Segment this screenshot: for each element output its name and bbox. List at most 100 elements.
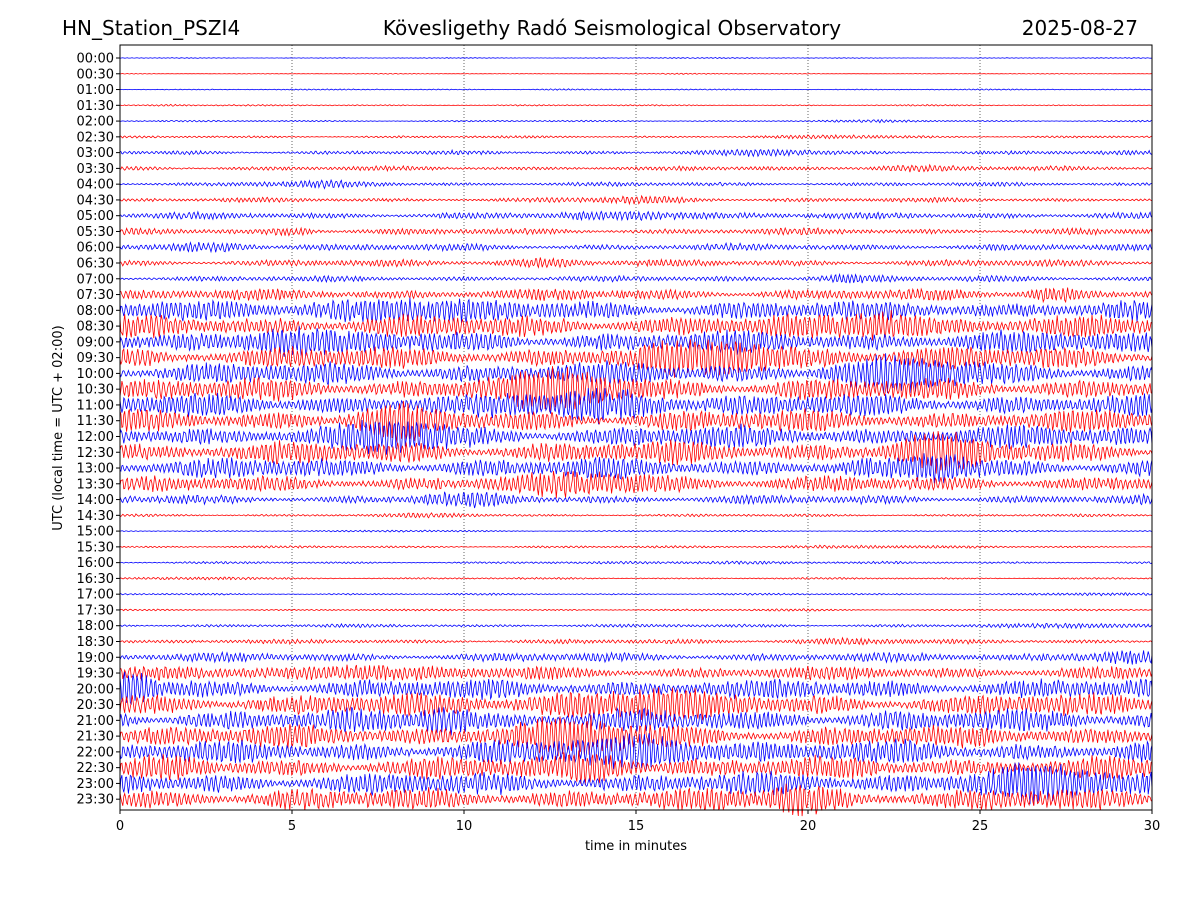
y-tick-label: 07:30 xyxy=(77,288,114,303)
trace-0230 xyxy=(119,133,1153,140)
y-tick-label: 04:30 xyxy=(77,193,114,208)
y-tick-label: 23:00 xyxy=(77,777,114,792)
y-tick-label: 21:30 xyxy=(77,730,114,745)
trace-1300 xyxy=(119,453,1153,484)
x-tick-label: 10 xyxy=(456,819,473,834)
y-tick-label: 13:30 xyxy=(77,477,114,492)
y-tick-label: 22:30 xyxy=(77,761,114,776)
trace-1900 xyxy=(119,650,1153,665)
y-tick-label: 12:30 xyxy=(77,446,114,461)
x-axis-label: time in minutes xyxy=(585,839,687,854)
trace-2000 xyxy=(119,671,1153,705)
y-tick-label: 08:30 xyxy=(77,320,114,335)
y-tick-label: 20:30 xyxy=(77,698,114,713)
y-tick-label: 05:30 xyxy=(77,225,114,240)
y-tick-label: 03:30 xyxy=(77,162,114,177)
y-tick-label: 04:00 xyxy=(77,178,114,193)
y-tick-label: 23:30 xyxy=(77,793,114,808)
trace-0530 xyxy=(119,226,1153,237)
trace-1730 xyxy=(119,608,1153,612)
trace-1100 xyxy=(119,388,1153,425)
trace-1230 xyxy=(119,430,1153,474)
y-tick-label: 16:30 xyxy=(77,572,114,587)
y-tick-label: 02:30 xyxy=(77,130,114,145)
y-tick-label: 03:00 xyxy=(77,146,114,161)
trace-0430 xyxy=(119,194,1153,206)
trace-2230 xyxy=(119,750,1153,785)
y-tick-label: 06:30 xyxy=(77,257,114,272)
y-tick-label: 18:30 xyxy=(77,635,114,650)
trace-0630 xyxy=(119,257,1153,269)
y-tick-label: 01:30 xyxy=(77,99,114,114)
trace-1200 xyxy=(119,419,1153,455)
y-tick-label: 20:00 xyxy=(77,682,114,697)
y-axis-label: UTC (local time = UTC + 02:00) xyxy=(51,325,66,530)
trace-0400 xyxy=(119,178,1153,190)
trace-0030 xyxy=(119,72,1153,75)
y-tick-label: 17:30 xyxy=(77,603,114,618)
y-tick-label: 16:00 xyxy=(77,556,114,571)
y-tick-label: 11:00 xyxy=(77,398,114,413)
y-tick-label: 14:00 xyxy=(77,493,114,508)
y-tick-label: 19:00 xyxy=(77,651,114,666)
trace-0330 xyxy=(119,163,1153,173)
trace-1430 xyxy=(119,512,1153,519)
trace-0130 xyxy=(119,103,1152,107)
observatory-title: Kövesligethy Radó Seismological Observat… xyxy=(383,16,841,40)
x-axis-ticks: 0 5 10 15 20 25 30 xyxy=(116,810,1160,834)
y-tick-label: 14:30 xyxy=(77,509,114,524)
y-tick-label: 15:30 xyxy=(77,540,114,555)
y-tick-label: 11:30 xyxy=(77,414,114,429)
y-tick-label: 18:00 xyxy=(77,619,114,634)
trace-1400 xyxy=(119,491,1153,509)
y-tick-label: 22:00 xyxy=(77,745,114,760)
y-tick-label: 02:00 xyxy=(77,115,114,130)
x-tick-label: 15 xyxy=(628,819,645,834)
y-tick-label: 12:00 xyxy=(77,430,114,445)
trace-0800 xyxy=(119,297,1153,324)
trace-0830 xyxy=(119,310,1153,341)
y-tick-label: 13:00 xyxy=(77,462,114,477)
trace-1600 xyxy=(119,560,1153,566)
trace-1030 xyxy=(119,366,1153,413)
trace-0900 xyxy=(119,326,1153,357)
y-tick-label: 10:30 xyxy=(77,383,114,398)
trace-1330 xyxy=(119,470,1153,499)
x-tick-label: 20 xyxy=(800,819,817,834)
y-tick-label: 00:00 xyxy=(77,52,114,67)
trace-0100 xyxy=(119,88,1153,91)
y-tick-label: 01:00 xyxy=(77,83,114,98)
trace-1630 xyxy=(119,576,1153,581)
x-tick-label: 0 xyxy=(116,819,124,834)
trace-0500 xyxy=(119,210,1153,222)
x-tick-label: 25 xyxy=(972,819,989,834)
y-tick-label: 06:00 xyxy=(77,241,114,256)
y-tick-label: 05:00 xyxy=(77,209,114,224)
y-tick-label: 00:30 xyxy=(77,67,114,82)
trace-1000 xyxy=(119,353,1153,394)
y-tick-label: 17:00 xyxy=(77,588,114,603)
seismogram-traces xyxy=(119,57,1153,817)
trace-0930 xyxy=(119,339,1153,378)
trace-0730 xyxy=(119,287,1153,304)
trace-0000 xyxy=(119,57,1153,59)
trace-1830 xyxy=(119,636,1153,646)
x-tick-label: 30 xyxy=(1144,819,1161,834)
y-axis-ticks: 00:0000:3001:0001:3002:0002:3003:0003:30… xyxy=(77,52,120,808)
y-tick-label: 08:00 xyxy=(77,304,114,319)
y-tick-label: 09:30 xyxy=(77,351,114,366)
trace-2200 xyxy=(119,733,1153,770)
trace-2330 xyxy=(119,783,1153,817)
date-title: 2025-08-27 xyxy=(1022,16,1138,40)
station-title: HN_Station_PSZI4 xyxy=(62,16,240,40)
y-tick-label: 15:00 xyxy=(77,525,114,540)
trace-2030 xyxy=(119,687,1153,723)
x-tick-label: 5 xyxy=(288,819,296,834)
y-tick-label: 09:00 xyxy=(77,335,114,350)
trace-0600 xyxy=(119,241,1153,254)
trace-1130 xyxy=(119,400,1153,443)
trace-1500 xyxy=(119,529,1152,533)
y-tick-label: 21:00 xyxy=(77,714,114,729)
y-tick-label: 10:00 xyxy=(77,367,114,382)
